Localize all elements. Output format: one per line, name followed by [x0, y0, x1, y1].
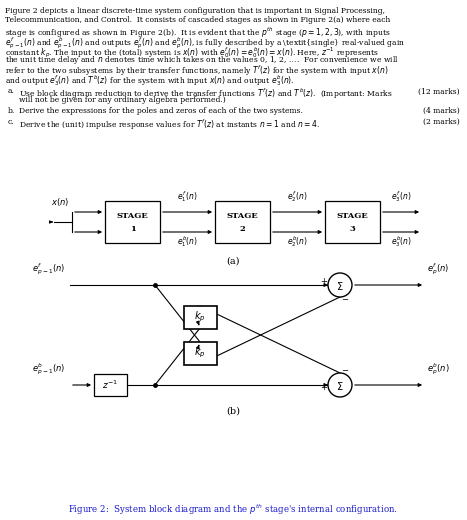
Text: $x(n)$: $x(n)$ — [51, 196, 69, 208]
Text: STAGE: STAGE — [337, 212, 368, 220]
Bar — [325, 201, 380, 243]
Text: 3: 3 — [350, 225, 355, 233]
Text: $z^{-1}$: $z^{-1}$ — [102, 379, 118, 391]
Text: STAGE: STAGE — [226, 212, 258, 220]
Text: a.: a. — [8, 87, 15, 95]
Circle shape — [328, 273, 352, 297]
Text: −: − — [341, 366, 348, 375]
Text: $e^f_3(n)$: $e^f_3(n)$ — [391, 189, 411, 204]
Text: Use block diagram reduction to derive the transfer functions $T^f(z)$ and $T^b(z: Use block diagram reduction to derive th… — [19, 87, 393, 101]
Text: $\Sigma$: $\Sigma$ — [336, 280, 344, 292]
Text: b.: b. — [8, 107, 15, 115]
Text: 2: 2 — [240, 225, 245, 233]
Text: $e^b_1(n)$: $e^b_1(n)$ — [177, 234, 198, 249]
Text: $e^b_p(n)$: $e^b_p(n)$ — [427, 361, 450, 377]
Circle shape — [328, 373, 352, 397]
Text: 1: 1 — [129, 225, 135, 233]
Text: (2 marks): (2 marks) — [423, 118, 460, 125]
Text: (b): (b) — [226, 407, 240, 416]
Text: c.: c. — [8, 118, 14, 125]
Text: $e^f_p(n)$: $e^f_p(n)$ — [427, 262, 449, 277]
Text: stage is configured as shown in Figure 2(b).  It is evident that the $p^{th}$ st: stage is configured as shown in Figure 2… — [5, 26, 391, 41]
Text: STAGE: STAGE — [117, 212, 149, 220]
Text: (12 marks): (12 marks) — [418, 88, 460, 96]
Text: (a): (a) — [226, 257, 240, 266]
Bar — [184, 306, 217, 329]
Text: $\Sigma$: $\Sigma$ — [336, 380, 344, 392]
Text: −: − — [341, 295, 348, 304]
Bar — [184, 342, 217, 365]
Text: Derive the (unit) impulse response values for $T^f(z)$ at instants $n = 1$ and $: Derive the (unit) impulse response value… — [19, 118, 320, 132]
Text: $k_p$: $k_p$ — [194, 310, 206, 324]
Bar — [94, 374, 127, 396]
Text: $e^f_{p-1}(n)$: $e^f_{p-1}(n)$ — [32, 262, 65, 277]
Text: $e^f_{p-1}(n)$ and $e^b_{p-1}(n)$ and outputs $e^f_p(n)$ and $e^b_p(n)$, is full: $e^f_{p-1}(n)$ and $e^b_{p-1}(n)$ and ou… — [5, 35, 405, 51]
Text: $e^b_3(n)$: $e^b_3(n)$ — [390, 234, 411, 249]
Text: Derive the expressions for the poles and zeros of each of the two systems.: Derive the expressions for the poles and… — [19, 107, 303, 115]
Text: +: + — [320, 278, 327, 287]
Text: Figure 2:  System block diagram and the $p^{th}$ stage's internal configuration.: Figure 2: System block diagram and the $… — [68, 503, 398, 517]
Text: $e^f_2(n)$: $e^f_2(n)$ — [287, 189, 308, 204]
Bar — [215, 201, 270, 243]
Text: (4 marks): (4 marks) — [423, 107, 460, 115]
Text: the unit time delay and $n$ denotes time which takes on the values 0, 1, 2, $\ld: the unit time delay and $n$ denotes time… — [5, 55, 399, 67]
Text: refer to the two subsystems by their transfer functions, namely $T^f(z)$ for the: refer to the two subsystems by their tra… — [5, 64, 389, 79]
Text: will not be given for any ordinary algebra performed.): will not be given for any ordinary algeb… — [19, 97, 226, 105]
Text: $k_p$: $k_p$ — [194, 346, 206, 360]
Text: Figure 2 depicts a linear discrete-time system configuration that is important i: Figure 2 depicts a linear discrete-time … — [5, 7, 385, 15]
Text: $e^b_2(n)$: $e^b_2(n)$ — [287, 234, 308, 249]
Text: $e^f_1(n)$: $e^f_1(n)$ — [177, 189, 198, 204]
Text: $e^b_{p-1}(n)$: $e^b_{p-1}(n)$ — [32, 361, 65, 377]
Bar — [105, 201, 160, 243]
Text: constant $k_p$. The input to the (total) system is $x(n)$ with $e^f_0(n) = e^b_0: constant $k_p$. The input to the (total)… — [5, 45, 379, 59]
Text: Telecommunication, and Control.  It consists of cascaded stages as shown in Figu: Telecommunication, and Control. It consi… — [5, 17, 390, 24]
Text: +: + — [320, 384, 327, 393]
Text: and output $e^f_3(n)$ and $T^b(z)$ for the system with input $x(n)$ and output $: and output $e^f_3(n)$ and $T^b(z)$ for t… — [5, 73, 295, 88]
